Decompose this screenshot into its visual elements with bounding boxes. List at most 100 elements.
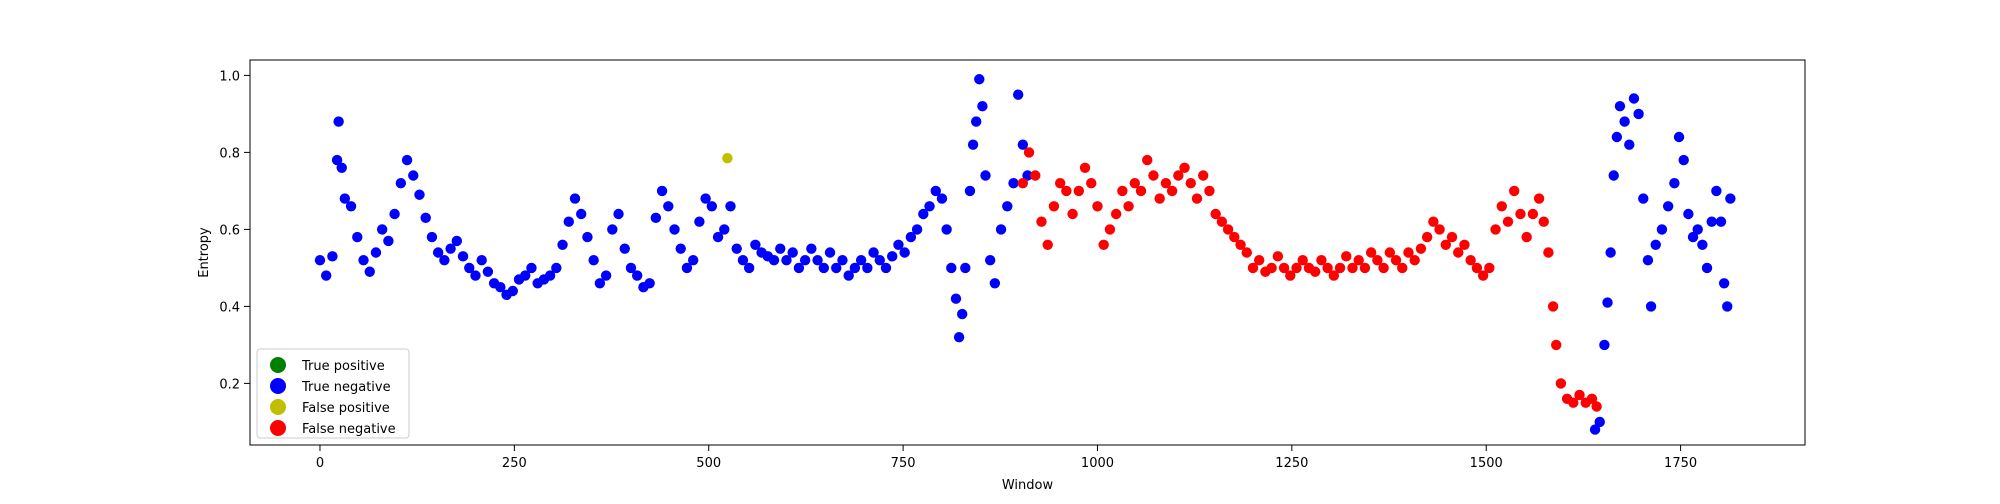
point-1-126 bbox=[1602, 297, 1613, 308]
point-1-24 bbox=[451, 235, 463, 247]
point-3-77 bbox=[1496, 201, 1507, 212]
point-1-46 bbox=[588, 255, 599, 266]
point-3-51 bbox=[1334, 262, 1346, 274]
point-3-83 bbox=[1533, 193, 1545, 204]
point-1-56 bbox=[650, 212, 662, 224]
point-3-37 bbox=[1247, 262, 1259, 274]
point-3-12 bbox=[1092, 201, 1103, 212]
point-3-7 bbox=[1061, 185, 1072, 197]
point-1-98 bbox=[911, 224, 923, 235]
point-3-26 bbox=[1179, 162, 1190, 173]
point-1-68 bbox=[725, 201, 736, 212]
point-3-27 bbox=[1185, 178, 1196, 189]
point-3-53 bbox=[1347, 262, 1358, 274]
point-1-148 bbox=[1701, 262, 1713, 274]
point-3-1 bbox=[1023, 147, 1035, 158]
point-3-69 bbox=[1446, 231, 1458, 243]
point-3-45 bbox=[1297, 255, 1308, 266]
x-axis-label: Window bbox=[1002, 478, 1054, 493]
point-1-145 bbox=[1687, 231, 1699, 243]
point-1-6 bbox=[339, 193, 351, 204]
point-1-117 bbox=[995, 224, 1007, 235]
y-tick-label-1: 0.4 bbox=[219, 300, 240, 315]
point-3-87 bbox=[1551, 339, 1562, 351]
point-1-21 bbox=[432, 247, 444, 258]
point-1-119 bbox=[1008, 178, 1019, 189]
point-1-81 bbox=[806, 243, 817, 254]
x-tick-label-4: 1000 bbox=[1081, 456, 1114, 471]
point-1-146 bbox=[1692, 224, 1703, 235]
point-1-53 bbox=[631, 270, 643, 281]
point-1-77 bbox=[781, 255, 792, 266]
point-3-28 bbox=[1191, 193, 1203, 204]
point-1-105 bbox=[950, 293, 962, 304]
point-3-79 bbox=[1509, 185, 1520, 197]
point-3-36 bbox=[1241, 247, 1252, 258]
point-1-5 bbox=[336, 162, 347, 173]
point-1-144 bbox=[1683, 208, 1694, 220]
point-3-5 bbox=[1048, 201, 1060, 212]
point-3-8 bbox=[1067, 208, 1078, 220]
point-1-142 bbox=[1673, 131, 1685, 143]
point-3-90 bbox=[1568, 397, 1579, 408]
point-1-113 bbox=[977, 101, 988, 112]
point-1-79 bbox=[793, 262, 805, 274]
point-3-54 bbox=[1353, 255, 1364, 266]
point-3-71 bbox=[1459, 239, 1470, 250]
point-1-97 bbox=[905, 231, 917, 243]
x-tick-label-7: 1750 bbox=[1664, 456, 1697, 471]
point-3-22 bbox=[1154, 193, 1165, 204]
x-tick-label-0: 0 bbox=[316, 456, 324, 471]
point-1-16 bbox=[401, 154, 413, 166]
plot-frame bbox=[249, 59, 1806, 446]
point-1-124 bbox=[1594, 416, 1605, 428]
point-1-109 bbox=[964, 185, 976, 197]
point-3-58 bbox=[1378, 262, 1389, 274]
point-3-40 bbox=[1266, 262, 1277, 274]
legend-label-1: True negative bbox=[301, 380, 391, 395]
point-3-41 bbox=[1272, 251, 1284, 262]
point-1-69 bbox=[731, 243, 742, 254]
point-3-61 bbox=[1397, 262, 1408, 274]
point-1-100 bbox=[924, 201, 935, 212]
point-1-121 bbox=[1017, 139, 1029, 150]
point-1-106 bbox=[953, 332, 965, 343]
point-3-17 bbox=[1123, 201, 1134, 212]
point-1-143 bbox=[1678, 154, 1689, 166]
point-1-130 bbox=[1614, 101, 1626, 112]
legend-label-3: False negative bbox=[302, 422, 396, 437]
legend-marker-1 bbox=[270, 378, 286, 394]
point-1-13 bbox=[383, 235, 394, 247]
point-3-34 bbox=[1229, 231, 1240, 243]
point-3-78 bbox=[1502, 216, 1514, 227]
point-1-67 bbox=[719, 224, 730, 235]
point-1-23 bbox=[445, 243, 456, 254]
point-1-88 bbox=[849, 262, 861, 274]
point-1-26 bbox=[464, 262, 475, 274]
legend-marker-3 bbox=[270, 420, 286, 436]
point-1-64 bbox=[700, 193, 711, 204]
point-1-85 bbox=[831, 262, 842, 274]
point-3-59 bbox=[1384, 247, 1396, 258]
legend-marker-0 bbox=[270, 357, 286, 373]
point-3-6 bbox=[1054, 178, 1066, 189]
point-1-63 bbox=[694, 216, 705, 227]
point-1-51 bbox=[619, 243, 630, 254]
point-1-127 bbox=[1605, 247, 1616, 258]
point-3-15 bbox=[1110, 208, 1122, 220]
point-1-14 bbox=[389, 208, 400, 220]
point-3-16 bbox=[1117, 185, 1128, 197]
point-3-93 bbox=[1586, 393, 1598, 404]
points-layer bbox=[314, 74, 1736, 435]
point-1-50 bbox=[613, 208, 624, 220]
point-3-42 bbox=[1278, 262, 1290, 274]
point-3-48 bbox=[1316, 255, 1327, 266]
point-1-150 bbox=[1711, 185, 1722, 197]
point-1-128 bbox=[1608, 170, 1619, 181]
point-3-31 bbox=[1210, 208, 1221, 220]
point-1-75 bbox=[768, 255, 780, 266]
point-1-49 bbox=[607, 224, 618, 235]
point-3-91 bbox=[1574, 389, 1585, 401]
point-1-83 bbox=[818, 262, 829, 274]
point-1-118 bbox=[1002, 201, 1013, 212]
